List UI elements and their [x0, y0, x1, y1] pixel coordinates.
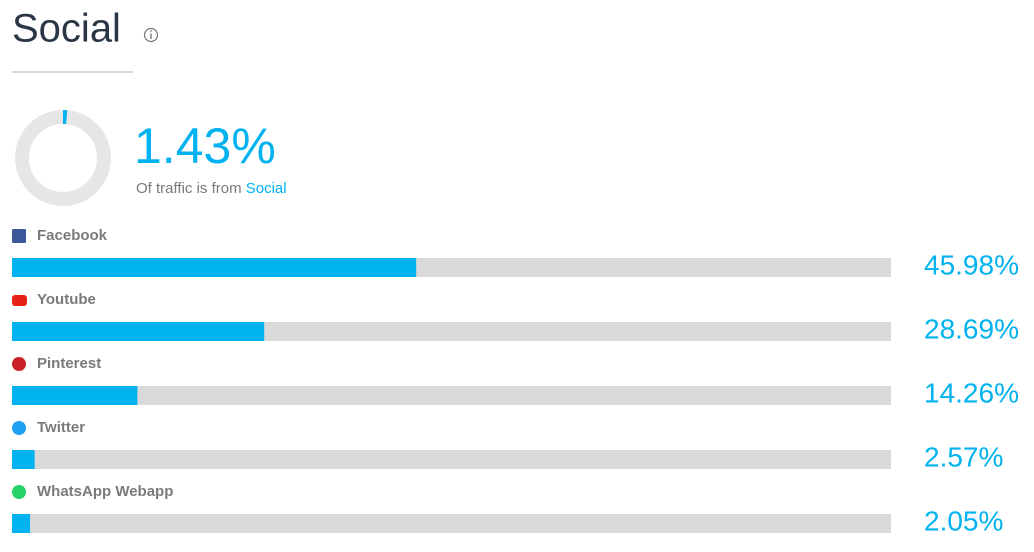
bar-track [12, 386, 891, 405]
category-label: Youtube [37, 291, 96, 308]
icon [12, 421, 26, 435]
bar-track [12, 514, 891, 533]
value-label: 2.05% [924, 505, 1003, 536]
category-label: Twitter [37, 419, 85, 436]
caption-text: Of traffic is from [136, 180, 242, 197]
title: Social [12, 7, 121, 51]
bar [12, 322, 265, 341]
info-dot [150, 30, 152, 32]
category-label: Facebook [37, 227, 108, 244]
value-label: 45.98% [924, 249, 1019, 280]
bar [12, 450, 35, 469]
icon [12, 357, 26, 371]
donut-track [15, 110, 111, 206]
category-label: Pinterest [37, 355, 101, 372]
icon [12, 295, 27, 306]
icon [12, 485, 26, 499]
info-icon[interactable] [143, 27, 159, 43]
info-circle [143, 27, 159, 43]
caption-link[interactable]: Social [246, 180, 287, 197]
bar [12, 514, 31, 533]
value-label: 28.69% [924, 313, 1019, 344]
value-label: 14.26% [924, 377, 1019, 408]
category-label: WhatsApp Webapp [37, 483, 173, 500]
bar [12, 258, 417, 277]
summary-value: 1.43% [134, 118, 276, 174]
summary-caption: Of traffic is from Social [136, 180, 287, 197]
icon [12, 229, 26, 243]
bar-track [12, 450, 891, 469]
value-label: 2.57% [924, 441, 1003, 472]
bar [12, 386, 138, 405]
